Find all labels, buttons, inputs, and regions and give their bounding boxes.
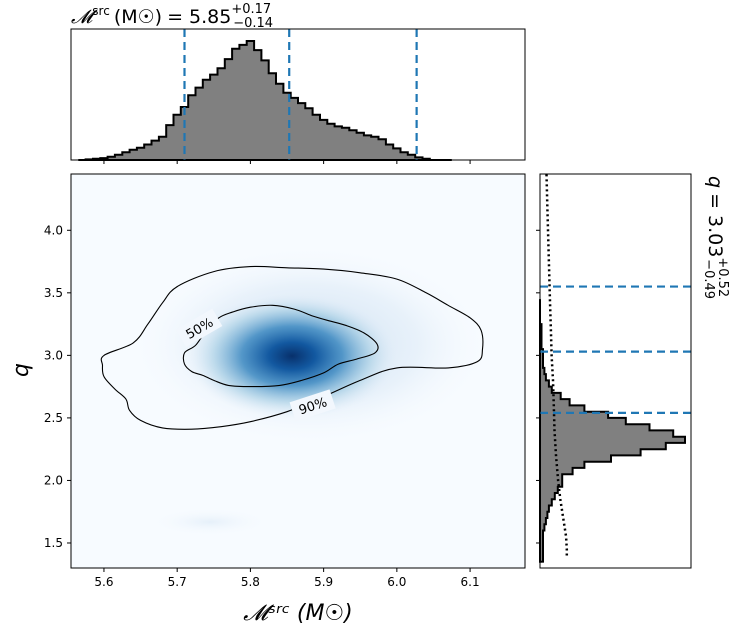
- x-tick-label: 6.1: [461, 575, 480, 589]
- top-title-unit: (M☉): [114, 6, 162, 28]
- x-tick-label: 5.6: [94, 575, 113, 589]
- top-title-symbol: 𝓜: [71, 6, 98, 28]
- right-hist-bars: [539, 299, 686, 563]
- joint-ticks: 5.6 5.7 5.8 5.9 6.0 6.1 1.5 2.0 2.5 3.0 3.5 4.0: [44, 223, 480, 589]
- x-axis-label: 𝓜ˢʳᶜ (M☉): [243, 601, 353, 626]
- svg-text:q= 3.03+0.52−0.49: q = 3.03+0.52−0.49: [701, 176, 730, 299]
- top-title-value: = 5.85: [167, 6, 231, 28]
- x-tick-label: 6.0: [387, 575, 406, 589]
- x-tick-label: 5.8: [241, 575, 260, 589]
- density-tail: [150, 508, 270, 536]
- top-panel-frame: [70, 28, 526, 161]
- joint-panel-frame: [70, 173, 526, 569]
- top-title-plus: +0.17: [231, 2, 271, 17]
- top-title-superscript: src: [92, 4, 110, 18]
- y-tick-label: 4.0: [44, 223, 63, 237]
- y-tick-label: 1.5: [44, 536, 63, 550]
- right-title-minus: −0.49: [701, 259, 716, 299]
- x-tick-label: 5.7: [168, 575, 187, 589]
- right-title-value: = 3.03: [704, 193, 726, 257]
- x-tick-label: 5.9: [314, 575, 333, 589]
- right-histogram: [536, 173, 691, 563]
- y-tick-label: 3.5: [44, 286, 63, 300]
- density-layer: [100, 245, 490, 536]
- y-axis-label: q: [9, 363, 34, 377]
- right-title-symbol: q: [704, 176, 726, 188]
- contour-50: [182, 304, 379, 388]
- y-tick-label: 2.5: [44, 411, 63, 425]
- y-tick-label: 3.0: [44, 348, 63, 362]
- right-panel-frame: [539, 173, 692, 569]
- right-title: q = 3.03+0.52−0.49: [701, 176, 730, 299]
- top-histogram: [78, 29, 471, 164]
- top-hist-bars: [78, 40, 452, 161]
- contour-label-bg: [289, 389, 336, 422]
- top-title: 𝓜src (M☉) = 5.85+0.17 −0.14: [71, 2, 273, 31]
- prior-curve: [545, 173, 569, 556]
- right-title-plus: +0.52: [715, 257, 730, 297]
- top-title-minus: −0.14: [233, 16, 273, 31]
- y-tick-label: 2.0: [44, 473, 63, 487]
- contour-label-bg: [175, 308, 223, 348]
